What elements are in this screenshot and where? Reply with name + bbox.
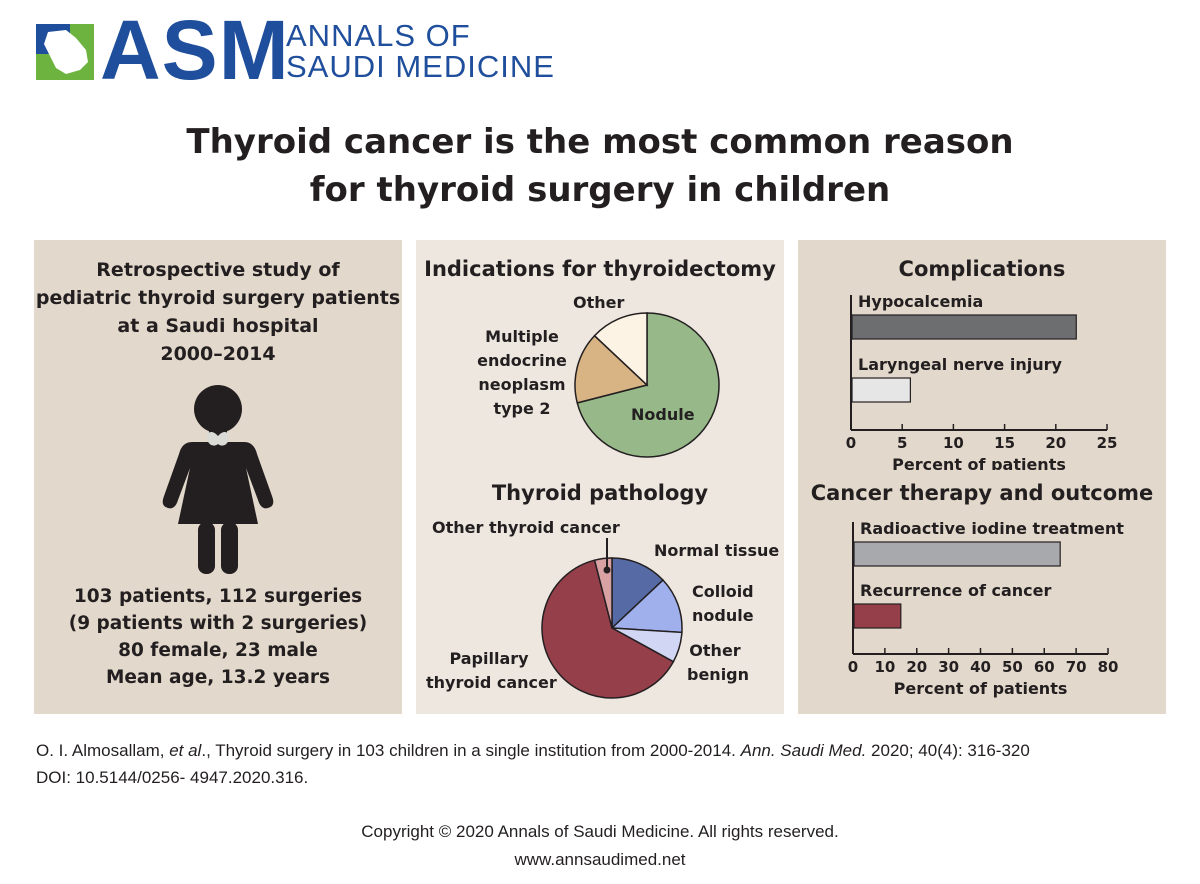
cancer-therapy-chart-title: Cancer therapy and outcome: [810, 481, 1154, 505]
x-tick-label: 30: [938, 658, 959, 676]
x-tick-label: 25: [1097, 434, 1118, 452]
bar-recurrence-of-cancer: [853, 603, 902, 629]
x-tick-label: 0: [846, 434, 856, 452]
citation-doi: DOI: 10.5144/0256- 4947.2020.316.: [36, 768, 309, 787]
label-men2-line1: Multiple: [485, 327, 559, 346]
label-men2-line2: endocrine: [477, 351, 567, 370]
bar-label-hypocalcemia: Hypocalcemia: [858, 292, 983, 311]
study-description: Retrospective study of pediatric thyroid…: [34, 256, 402, 368]
bar-label-recurrence-of-cancer: Recurrence of cancer: [860, 581, 1052, 600]
label-colloid-line2: nodule: [692, 606, 754, 625]
x-tick-label: 10: [874, 658, 895, 676]
stat-repeat-surgeries: (9 patients with 2 surgeries): [68, 613, 368, 634]
x-tick-label: 60: [1034, 658, 1055, 676]
study-line-2: pediatric thyroid surgery patients: [35, 287, 401, 309]
pie-slice-colloid-nodule: [610, 579, 683, 634]
logo-acronym: ASM: [100, 3, 290, 97]
bar-label-laryngeal-nerve-injury: Laryngeal nerve injury: [858, 355, 1062, 374]
indications-chart-title: Indications for thyroidectomy: [424, 257, 776, 281]
x-tick-label: 20: [906, 658, 927, 676]
page-title: Thyroid cancer is the most common reason…: [0, 118, 1200, 214]
bar-hypocalcemia: [851, 314, 1077, 340]
x-tick-label: 40: [970, 658, 991, 676]
logo-journal-name: ANNALS OF SAUDI MEDICINE: [286, 20, 555, 82]
label-colloid-nodule: Colloid nodule: [692, 580, 754, 628]
x-tick-label: 10: [943, 434, 964, 452]
thyroid-gland-icon: [207, 431, 229, 446]
copyright-notice: Copyright © 2020 Annals of Saudi Medicin…: [361, 822, 839, 841]
label-nodule: Nodule: [631, 405, 695, 424]
label-colloid-line1: Colloid: [692, 582, 754, 601]
title-line2: for thyroid surgery in children: [309, 170, 891, 210]
label-normal-tissue: Normal tissue: [654, 541, 780, 560]
pie-slice-other-thyroid-cancer: [593, 557, 613, 629]
website-link[interactable]: www.annsaudimed.net: [514, 850, 686, 869]
label-other-indication: Other: [573, 293, 625, 312]
label-men2-line4: type 2: [493, 399, 551, 418]
title-line1: Thyroid cancer is the most common reason: [186, 122, 1014, 162]
bar-label-radioactive-iodine-treatment: Radioactive iodine treatment: [860, 519, 1124, 538]
x-tick-label: 0: [848, 658, 858, 676]
citation-line1: O. I. Almosallam, et al., Thyroid surger…: [36, 737, 1176, 764]
label-papillary-line1: Papillary: [449, 649, 529, 668]
label-papillary-line2: thyroid cancer: [426, 673, 557, 692]
label-men2: Multiple endocrine neoplasm type 2: [472, 325, 572, 421]
bar-laryngeal-nerve-injury: [851, 377, 911, 403]
x-tick-label: 15: [994, 434, 1015, 452]
label-men2-line3: neoplasm: [478, 375, 566, 394]
stat-sex: 80 female, 23 male: [118, 640, 318, 661]
citation-journal: Ann. Saudi Med.: [740, 741, 867, 760]
citation: O. I. Almosallam, et al., Thyroid surger…: [36, 737, 1176, 791]
label-other-thyroid-cancer: Other thyroid cancer: [432, 518, 620, 537]
x-tick-label: 20: [1045, 434, 1066, 452]
label-other-benign: Other benign: [687, 639, 750, 687]
pathology-chart-title: Thyroid pathology: [491, 481, 709, 505]
asm-logo-icon: [36, 24, 94, 80]
study-line-1: Retrospective study of: [96, 259, 340, 281]
label-papillary-cancer: Papillary thyroid cancer: [426, 647, 557, 695]
child-silhouette-icon: [162, 385, 274, 574]
complications-chart-title: Complications: [898, 257, 1066, 281]
logo-name-line2: SAUDI MEDICINE: [286, 49, 555, 84]
citation-ref: 2020; 40(4): 316-320: [866, 741, 1030, 760]
stat-mean-age: Mean age, 13.2 years: [105, 667, 331, 688]
pie-slice-nodule: [576, 312, 720, 458]
citation-etal: et al: [169, 741, 202, 760]
cancer-therapy-bar-chart: Radioactive iodine treatment Recurrence o…: [848, 519, 1125, 698]
complications-bar-chart: Hypocalcemia Laryngeal nerve injury 0 5 10 15…: [846, 292, 1118, 470]
x-axis-title: Percent of patients: [892, 455, 1066, 470]
study-line-3: at a Saudi hospital: [117, 315, 319, 337]
pie-slice-other: [593, 312, 648, 387]
pie-slice-multiple-endocrine-neoplasm-type-2: [574, 334, 649, 404]
pie-slice-normal-tissue: [611, 557, 665, 630]
pie-slice-papillary-thyroid-cancer: [541, 559, 675, 699]
stat-patients: 103 patients, 112 surgeries: [73, 586, 363, 607]
x-axis-title: Percent of patients: [894, 679, 1068, 698]
study-stats: 103 patients, 112 surgeries (9 patients …: [34, 583, 402, 691]
x-tick-label: 80: [1098, 658, 1119, 676]
logo-name-line1: ANNALS OF: [286, 18, 471, 53]
study-line-4: 2000–2014: [160, 343, 276, 365]
indications-pie-chart: [574, 312, 720, 458]
other-cancer-pointer: [603, 538, 611, 574]
pathology-pie-chart: [541, 557, 683, 699]
footer: Copyright © 2020 Annals of Saudi Medicin…: [0, 818, 1200, 874]
x-tick-label: 5: [897, 434, 907, 452]
citation-text: ., Thyroid surgery in 103 children in a …: [201, 741, 741, 760]
label-benign-line2: benign: [687, 665, 750, 684]
x-tick-label: 50: [1002, 658, 1023, 676]
citation-authors: O. I. Almosallam,: [36, 741, 170, 760]
x-tick-label: 70: [1066, 658, 1087, 676]
bar-radioactive-iodine-treatment: [853, 541, 1061, 567]
label-benign-line1: Other: [689, 641, 741, 660]
